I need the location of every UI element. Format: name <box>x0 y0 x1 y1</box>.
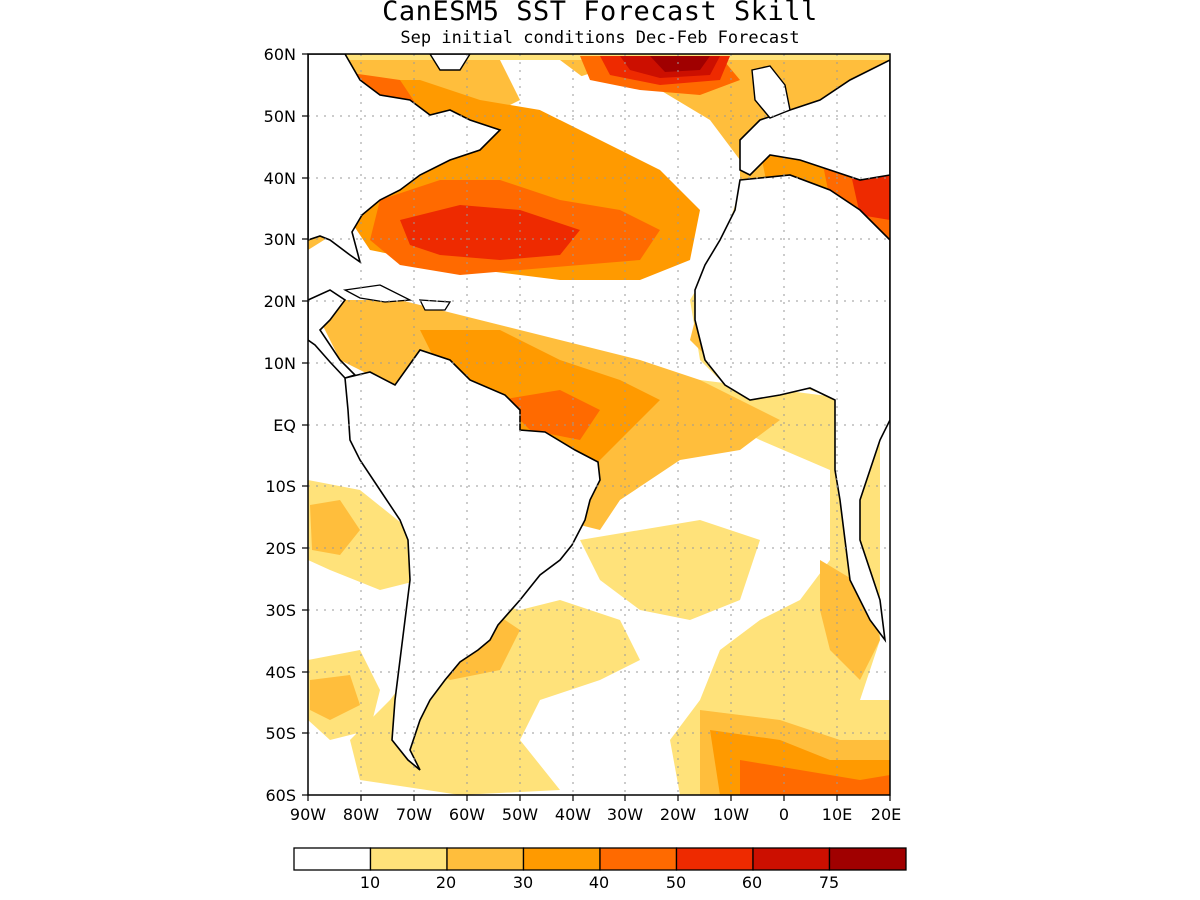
lat-label: 50N <box>264 107 296 126</box>
lat-label: 60S <box>265 786 296 805</box>
lon-label: 30W <box>607 805 643 824</box>
colorbar-swatch <box>752 847 831 871</box>
map-subtitle: Sep initial conditions Dec-Feb Forecast <box>400 28 800 48</box>
colorbar-swatch <box>675 847 754 871</box>
lon-label: 90W <box>290 805 326 824</box>
colorbar-swatch <box>293 847 372 871</box>
axis-ticks <box>302 53 891 801</box>
lat-label: 20N <box>264 292 296 311</box>
lon-label: 10W <box>713 805 749 824</box>
lat-label: 30N <box>264 230 296 249</box>
lon-label: 70W <box>396 805 432 824</box>
south-america <box>344 349 601 771</box>
gridlines <box>308 54 890 795</box>
colorbar-label: 50 <box>666 873 686 892</box>
lat-label: 20S <box>265 539 296 558</box>
land-masses <box>308 54 890 771</box>
lon-label: 20E <box>871 805 901 824</box>
lat-label: 40N <box>264 169 296 188</box>
lat-label: 60N <box>264 45 296 64</box>
lon-label: 50W <box>502 805 538 824</box>
lon-label: 10E <box>822 805 852 824</box>
colorbar-label: 20 <box>436 873 456 892</box>
colorbar-swatch <box>369 847 448 871</box>
lon-label: 40W <box>555 805 591 824</box>
lat-label: EQ <box>273 416 296 435</box>
map-title: CanESM5 SST Forecast Skill <box>382 0 818 27</box>
lat-label: 10S <box>265 477 296 496</box>
colorbar-label: 75 <box>819 873 839 892</box>
lon-label: 0 <box>779 805 789 824</box>
colorbar-label: 10 <box>360 873 380 892</box>
colorbar-labels: 10 20 30 40 50 60 75 <box>360 873 839 892</box>
north-america <box>308 54 502 264</box>
lat-label: 40S <box>265 663 296 682</box>
longitude-labels: 90W 80W 70W 60W 50W 40W 30W 20W 10W 0 10… <box>290 805 901 824</box>
lat-label: 50S <box>265 724 296 743</box>
colorbar-label: 40 <box>589 873 609 892</box>
colorbar-label: 60 <box>742 873 762 892</box>
colorbar-swatch <box>522 847 601 871</box>
europe <box>739 59 890 181</box>
lon-label: 80W <box>343 805 379 824</box>
latitude-labels: 60N 50N 40N 30N 20N 10N EQ 10S 20S 30S 4… <box>264 45 296 805</box>
colorbar-label: 30 <box>513 873 533 892</box>
colorbar <box>293 847 907 871</box>
africa <box>694 174 890 643</box>
lon-label: 60W <box>449 805 485 824</box>
lon-label: 20W <box>660 805 696 824</box>
lat-label: 30S <box>265 601 296 620</box>
colorbar-swatch <box>828 847 907 871</box>
colorbar-swatch <box>599 847 678 871</box>
lat-label: 10N <box>264 354 296 373</box>
central-america <box>308 289 357 379</box>
british-isles <box>751 65 791 119</box>
colorbar-swatch <box>446 847 525 871</box>
